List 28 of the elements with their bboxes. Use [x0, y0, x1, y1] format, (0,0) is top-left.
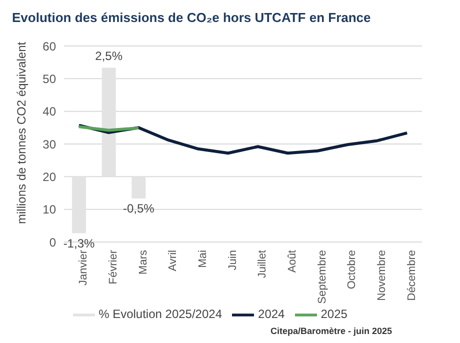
x-tick-label: Novembre [376, 250, 388, 301]
x-tick-label: Juin [226, 250, 239, 270]
y-tick-label: 60 [42, 39, 56, 54]
y-tick-label: 40 [42, 104, 56, 119]
y-axis-title: millions de tonnes CO2 équivalent [14, 41, 28, 224]
y-tick-label: 20 [42, 170, 56, 184]
legend-label: % Evolution 2025/2024 [98, 307, 222, 322]
text: Citepa/Baromètre - juin 2025 [270, 326, 392, 336]
x-tick-label: Octobre [346, 250, 358, 290]
y-tick-label: 10 [42, 202, 56, 217]
data-label: 2,5% [95, 48, 123, 63]
data-label: -0,5% [122, 201, 155, 216]
legend-label: 2025 [320, 307, 348, 322]
legend-label: 2024 [258, 307, 285, 322]
y-tick-label: 30 [42, 137, 56, 152]
y-tick-label: 0 [49, 235, 56, 250]
x-tick-label: Avril [167, 250, 180, 272]
x-tick-label: Juillet [256, 250, 269, 278]
y-tick-label: 50 [42, 72, 56, 86]
x-tick-label: Février [108, 250, 120, 284]
x-tick-label: Août [286, 250, 299, 273]
x-tick-label: Mai [197, 250, 210, 268]
data-label: -1,3% [63, 236, 95, 250]
x-tick-label: Janvier [78, 250, 90, 286]
chart-title: Evolution des émissions de CO₂e hors UTCATF en France [11, 9, 372, 27]
x-tick-label: Mars [137, 250, 150, 274]
x-tick-label: Décembre [406, 250, 418, 301]
x-tick-label: Septembre [316, 250, 328, 304]
